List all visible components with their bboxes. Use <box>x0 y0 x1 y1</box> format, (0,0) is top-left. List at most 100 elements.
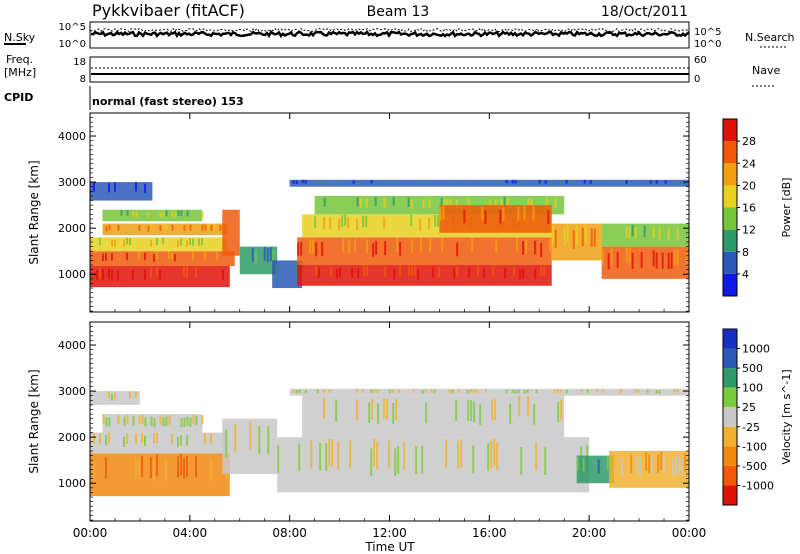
echo-speckle <box>277 445 280 473</box>
echo-speckle <box>477 265 480 276</box>
echo-speckle <box>195 455 197 478</box>
echo-speckle <box>150 456 152 479</box>
echo-speckle <box>180 435 182 446</box>
echo-speckle <box>469 180 472 185</box>
echo-speckle <box>365 215 368 228</box>
echo-region <box>302 395 565 438</box>
echo-speckle <box>186 435 188 446</box>
echo-speckle <box>456 266 459 277</box>
echo-speckle <box>373 180 376 184</box>
echo-speckle <box>359 198 362 208</box>
colorbar-segment <box>723 229 737 252</box>
noise-search-trace <box>90 27 690 33</box>
echo-speckle <box>150 416 153 426</box>
echo-speckle <box>383 198 386 208</box>
echo-speckle <box>126 252 128 261</box>
echo-speckle <box>393 268 396 280</box>
echo-speckle <box>414 265 417 276</box>
echo-speckle <box>467 399 470 421</box>
y-tick-label: 4000 <box>58 130 86 143</box>
echo-speckle <box>495 238 498 253</box>
echo-speckle <box>344 214 347 227</box>
colorbar-segment <box>723 141 737 164</box>
echo-speckle <box>207 223 210 230</box>
echo-speckle <box>162 224 165 231</box>
echo-speckle <box>365 198 368 208</box>
echo-speckle <box>631 252 634 269</box>
echo-speckle <box>411 265 414 276</box>
echo-speckle <box>111 393 113 401</box>
echo-speckle <box>586 389 589 394</box>
echo-speckle <box>93 461 95 484</box>
echo-speckle <box>96 269 98 281</box>
echo-speckle <box>488 199 491 209</box>
echo-speckle <box>108 417 111 427</box>
x-tick-label: 16:00 <box>472 526 507 540</box>
echo-speckle <box>141 414 144 424</box>
echo-speckle <box>493 180 496 185</box>
echo-speckle <box>108 391 110 399</box>
echo-speckle <box>667 252 670 269</box>
echo-speckle <box>503 196 506 206</box>
echo-region <box>90 432 228 454</box>
echo-speckle <box>165 459 167 481</box>
echo-region <box>289 179 689 187</box>
echo-speckle <box>505 179 508 184</box>
echo-speckle <box>355 180 358 185</box>
echo-speckle <box>396 238 399 252</box>
echo-speckle <box>616 251 619 268</box>
echo-speckle <box>456 242 459 257</box>
echo-speckle <box>554 229 557 249</box>
echo-speckle <box>621 458 624 477</box>
echo-speckle <box>631 224 634 237</box>
echo-speckle <box>421 445 424 474</box>
echo-speckle <box>427 180 430 185</box>
echo-speckle <box>177 455 179 478</box>
echo-speckle <box>189 417 192 428</box>
x-tick-label: 04:00 <box>173 526 208 540</box>
echo-speckle <box>153 417 156 428</box>
echo-speckle <box>114 239 116 247</box>
echo-speckle <box>397 389 400 393</box>
echo-speckle <box>156 237 158 245</box>
echo-speckle <box>126 210 129 216</box>
echo-speckle <box>289 180 292 185</box>
echo-speckle <box>147 211 150 218</box>
echo-speckle <box>356 399 359 421</box>
echo-speckle <box>538 180 541 184</box>
echo-speckle <box>144 183 146 193</box>
echo-speckle <box>135 391 137 399</box>
echo-speckle <box>123 436 125 448</box>
nave-tick-bottom: 0 <box>694 74 700 85</box>
echo-speckle <box>316 180 319 185</box>
echo-speckle <box>135 433 137 444</box>
echo-speckle <box>201 211 204 218</box>
echo-speckle <box>338 218 341 231</box>
echo-speckle <box>502 207 505 222</box>
echo-speckle <box>518 395 521 417</box>
echo-speckle <box>171 224 174 231</box>
echo-speckle <box>506 198 509 208</box>
echo-speckle <box>628 180 631 185</box>
echo-speckle <box>628 226 631 239</box>
echo-region <box>90 182 153 201</box>
echo-speckle <box>349 440 352 469</box>
echo-speckle <box>412 388 415 393</box>
echo-speckle <box>530 199 533 209</box>
echo-speckle <box>408 265 411 276</box>
echo-speckle <box>318 267 321 278</box>
echo-speckle <box>581 227 584 247</box>
echo-speckle <box>658 227 661 240</box>
echo-speckle <box>421 390 424 394</box>
echo-speckle <box>460 439 463 468</box>
echo-speckle <box>204 252 206 260</box>
echo-speckle <box>472 389 475 393</box>
echo-speckle <box>463 209 466 224</box>
echo-speckle <box>491 399 494 421</box>
echo-speckle <box>479 404 482 426</box>
echo-speckle <box>672 457 675 477</box>
echo-speckle <box>601 248 604 265</box>
echo-speckle <box>670 252 673 269</box>
echo-speckle <box>494 399 497 420</box>
echo-speckle <box>652 226 655 239</box>
